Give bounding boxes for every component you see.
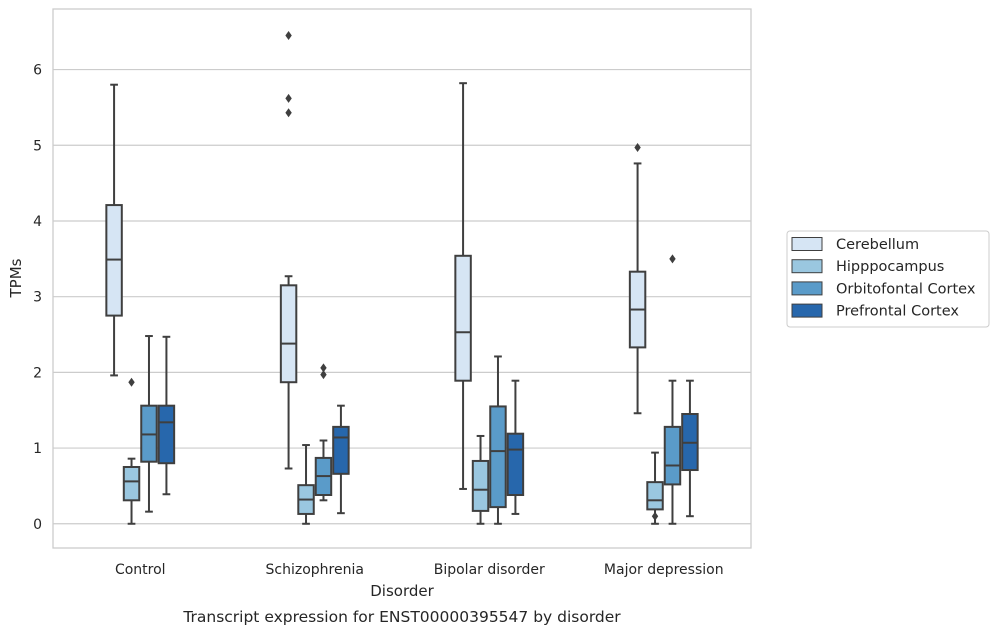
legend-label-1: Hipppocampus <box>836 259 944 275</box>
x-tick-label-2: Bipolar disorder <box>434 562 545 578</box>
y-tick-label-3: 3 <box>33 290 42 306</box>
legend-swatch-0 <box>791 237 823 251</box>
y-tick-label-1: 1 <box>33 441 42 457</box>
legend-swatch-3 <box>791 303 823 318</box>
box-body <box>279 284 298 384</box>
outlier-0 <box>634 143 641 153</box>
box-body <box>489 405 507 509</box>
box-body <box>122 465 141 502</box>
box-0-3 <box>628 143 647 415</box>
box-body <box>663 425 682 486</box>
y-tick-label-2: 2 <box>33 365 42 381</box>
box-body <box>506 432 525 497</box>
y-tick-labels: 0 1 2 3 4 5 6 <box>33 63 42 533</box>
legend-swatch-2 <box>791 281 823 296</box>
legend-swatch-1 <box>791 259 823 274</box>
y-axis-title: TPMs <box>7 258 25 298</box>
legend-label-2: Orbitofontal Cortex <box>836 281 976 297</box>
legend-label-3: Prefrontal Cortex <box>836 304 959 320</box>
y-tick-label-0: 0 <box>33 517 42 533</box>
box-3-1 <box>332 404 350 515</box>
legend-label-0: Cerebellum <box>836 237 919 253</box>
box-1-0 <box>122 377 141 525</box>
box-body <box>332 425 350 475</box>
x-tick-label-0: Control <box>115 562 166 578</box>
chart-caption: Transcript expression for ENST0000039554… <box>182 608 621 626</box>
box-2-1 <box>314 363 333 502</box>
y-tick-label-4: 4 <box>33 214 42 230</box>
x-tick-label-1: Schizophrenia <box>266 562 364 578</box>
box-0-0 <box>105 83 123 377</box>
outlier-0 <box>320 363 327 373</box>
box-0-1 <box>279 30 298 470</box>
x-tick-label-3: Major depression <box>604 562 724 578</box>
legend: Cerebellum Hipppocampus Orbitofontal Corte… <box>786 230 990 328</box>
box-1-2 <box>471 434 490 525</box>
box-series <box>105 30 699 525</box>
x-tick-labels: Control Schizophrenia Bipolar disorder Majo… <box>115 562 724 578</box>
box-2-0 <box>140 335 158 513</box>
y-tick-label-6: 6 <box>33 63 42 79</box>
outlier-1 <box>320 370 327 380</box>
box-0-2 <box>454 82 472 490</box>
outlier-1 <box>285 93 292 103</box>
outlier-0 <box>285 30 292 40</box>
outlier-0 <box>669 254 676 264</box>
x-axis-title: Disorder <box>370 582 434 600</box>
outlier-2 <box>285 108 292 118</box>
box-3-0 <box>157 335 176 496</box>
plot-frame <box>52 8 752 549</box>
box-2-2 <box>489 355 507 525</box>
box-3-3 <box>681 379 699 518</box>
legend-frame <box>786 230 990 328</box>
y-tick-label-5: 5 <box>33 138 42 154</box>
box-body <box>157 404 176 465</box>
box-body <box>646 481 664 511</box>
box-2-3 <box>663 254 682 525</box>
plot-area <box>53 9 751 548</box>
outlier-0 <box>128 377 135 387</box>
box-body <box>471 459 490 512</box>
box-3-2 <box>506 379 525 515</box>
box-body <box>454 254 472 382</box>
box-1-1 <box>297 444 315 525</box>
box-1-3 <box>646 451 664 525</box>
outlier-0 <box>651 511 659 521</box>
